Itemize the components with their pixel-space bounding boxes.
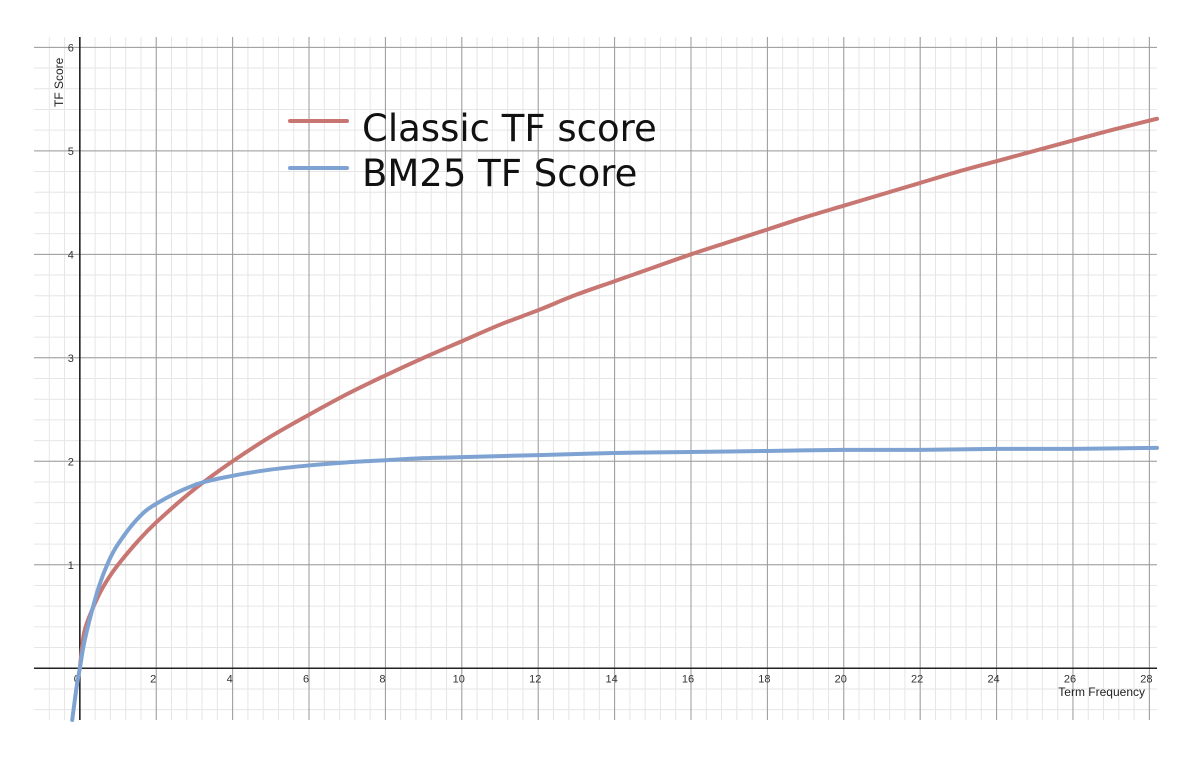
x-tick-label: 4 (227, 673, 233, 685)
x-tick-label: 2 (150, 673, 156, 685)
series-line-classic-tf (77, 116, 1159, 671)
series-line-bm25-tf (70, 445, 1159, 722)
y-tick-label: 1 (68, 560, 74, 572)
y-axis-title: TF Score (52, 57, 66, 107)
x-tick-label: 16 (682, 673, 694, 685)
y-tick-label: 2 (68, 456, 74, 468)
x-tick-label: 26 (1064, 673, 1076, 685)
series-lines (70, 116, 1159, 722)
x-tick-label: 10 (453, 673, 465, 685)
y-tick-label: 4 (68, 249, 74, 261)
x-tick-label: 22 (911, 673, 923, 685)
legend-label-classic: Classic TF score (362, 107, 657, 150)
x-tick-label: 6 (303, 673, 309, 685)
major-gridlines (34, 37, 1157, 720)
x-tick-label: 8 (379, 673, 385, 685)
y-tick-label: 3 (68, 353, 74, 365)
x-tick-label: 18 (758, 673, 770, 685)
y-tick-label: 5 (68, 146, 74, 158)
x-tick-label: 14 (605, 673, 617, 685)
x-tick-label: 28 (1140, 673, 1152, 685)
y-tick-label: 6 (68, 42, 74, 54)
x-tick-label: 12 (529, 673, 541, 685)
x-axis-title: Term Frequency (1058, 685, 1145, 699)
legend-label-bm25: BM25 TF Score (362, 152, 637, 195)
legend: Classic TF score BM25 TF Score (288, 107, 657, 195)
x-tick-label: 20 (835, 673, 847, 685)
axes (34, 37, 1157, 720)
x-tick-label: 24 (987, 673, 999, 685)
